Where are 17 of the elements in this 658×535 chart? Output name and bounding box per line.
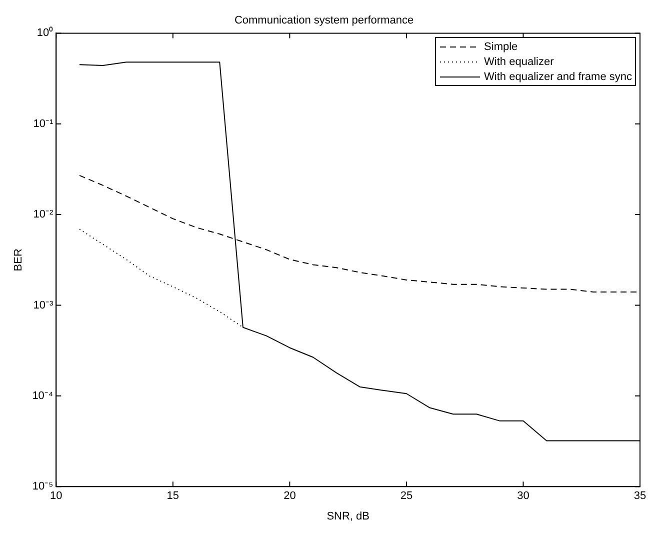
y-tick-label: 10⁻⁴: [32, 390, 54, 402]
x-axis-title: SNR, dB: [326, 510, 370, 522]
x-tick-label: 10: [50, 490, 62, 502]
y-tick-label: 10⁰: [36, 26, 54, 40]
legend-label: Simple: [484, 40, 518, 53]
legend-label: With equalizer: [484, 56, 554, 68]
chart-title: Communication system performance: [234, 14, 414, 27]
x-tick-label: 35: [634, 490, 646, 502]
x-tick-label: 25: [400, 490, 413, 502]
y-axis-title: BER: [12, 248, 25, 272]
legend-label: With equalizer and frame sync: [484, 70, 632, 83]
y-tick-label: 10⁻¹: [33, 118, 54, 130]
y-tick-label: 10⁻²: [33, 208, 54, 221]
x-tick-label: 20: [284, 490, 296, 502]
x-tick-label: 15: [166, 490, 180, 502]
x-tick-label: 30: [517, 490, 530, 502]
y-tick-label: 10⁻³: [33, 299, 54, 312]
